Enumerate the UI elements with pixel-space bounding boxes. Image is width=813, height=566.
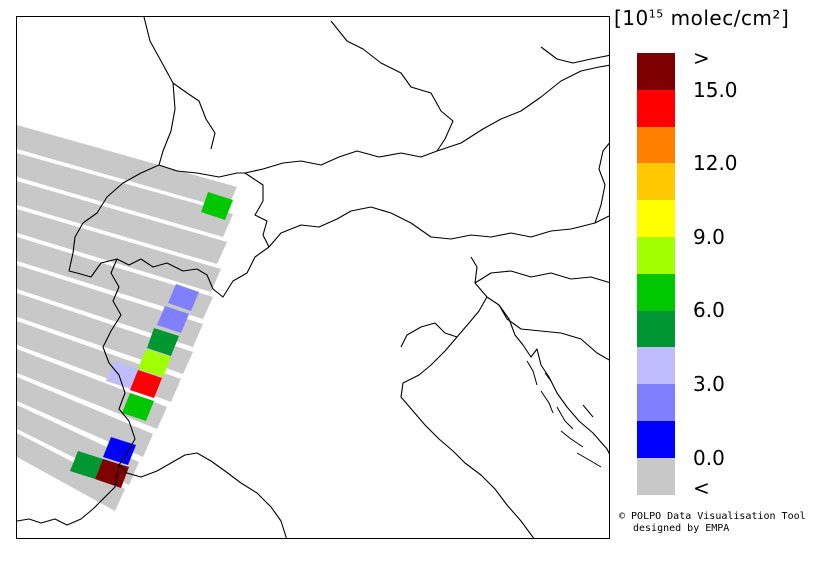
austria-hungary-border (594, 142, 609, 224)
map-canvas (17, 17, 609, 538)
legend-swatch (637, 273, 675, 311)
pixel-red (130, 370, 162, 398)
credit-line-1: © POLPO Data Visualisation Tool (619, 511, 806, 522)
legend-title: [1015 molec/cm²] (614, 6, 790, 30)
legend-swatch (637, 163, 675, 201)
germany-austria-border (244, 150, 438, 174)
swath-strip (17, 125, 237, 209)
swath-strip (17, 433, 125, 511)
swiss-germany-border (158, 164, 245, 178)
legend-swatch (637, 420, 675, 458)
legend-color-bar (637, 53, 675, 495)
legend-swatch (637, 347, 675, 385)
czech-austria-border (436, 64, 609, 152)
swiss-italy-border (76, 246, 270, 298)
data-pixels (70, 192, 233, 488)
croatia-border (474, 270, 609, 284)
swath-strip (17, 237, 213, 319)
legend-swatch (637, 384, 675, 421)
pixel-blue (103, 437, 136, 465)
croatian-islands (526, 360, 602, 468)
legend-label-above: > (693, 46, 710, 70)
pixel-light-blue (168, 284, 199, 311)
pixel-light-blue (157, 306, 189, 333)
legend-label-6: 6.0 (693, 298, 725, 322)
germany-west-border (172, 82, 216, 150)
austria-italy-border (268, 206, 609, 248)
italy-adriatic-north (400, 322, 458, 348)
pixel-dark-green (70, 451, 103, 479)
legend-swatch (637, 89, 675, 127)
swiss-north (68, 164, 160, 274)
swath-strip (17, 209, 221, 292)
credit-text: © POLPO Data Visualisation Tool designed… (619, 511, 806, 535)
legend-label-3: 3.0 (693, 372, 725, 396)
map-panel[interactable] (16, 16, 610, 539)
legend-swatch (637, 200, 675, 237)
pixel-dark-green (147, 328, 179, 356)
legend-label-9: 9.0 (693, 225, 725, 249)
legend-swatch (637, 53, 675, 90)
legend-label-12: 12.0 (693, 151, 738, 175)
france-italy-border (102, 258, 136, 466)
legend-swatch (637, 236, 675, 274)
italy-coast-west (118, 452, 287, 538)
pixel-green (122, 393, 154, 421)
france-coast (17, 464, 120, 526)
legend-label-15: 15.0 (693, 78, 738, 102)
swiss-east (244, 172, 270, 248)
istria-coast (498, 304, 609, 455)
country-borders (17, 17, 609, 538)
swath-strip (17, 153, 233, 237)
swath-strip (17, 265, 203, 347)
slovakia-border (540, 46, 609, 64)
france-germany-border (143, 17, 176, 166)
swath-strip (17, 181, 227, 264)
pixel-lavender (106, 361, 138, 389)
legend-swatch (637, 457, 675, 495)
slovenia-border (470, 256, 609, 361)
pixel-green (201, 192, 233, 220)
satellite-swaths (17, 125, 237, 511)
legend-label-below: < (693, 476, 710, 500)
legend-swatch (637, 126, 675, 164)
legend-swatch (637, 310, 675, 348)
legend-label-0: 0.0 (693, 446, 725, 470)
pixel-yellow-green (138, 349, 171, 377)
germany-czech-border (330, 20, 454, 152)
credit-line-2: designed by EMPA (633, 523, 730, 534)
swath-strip (17, 377, 153, 457)
